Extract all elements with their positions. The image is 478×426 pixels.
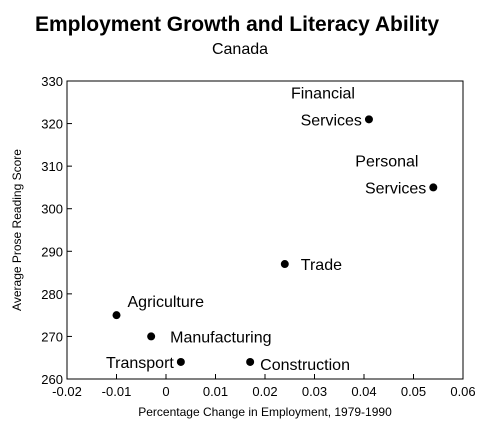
point-label-line: Agriculture [128, 294, 205, 311]
point-label-agriculture: Agriculture [128, 294, 205, 311]
data-point-manufacturing [147, 332, 156, 341]
data-point-transport [176, 357, 185, 366]
data-point-personal-services [429, 183, 438, 192]
point-label-construction: Construction [260, 357, 350, 374]
point-label-line: Personal [355, 153, 418, 170]
x-tick-label: -0.02 [52, 384, 82, 399]
point-label-line: Transport [106, 355, 174, 372]
x-tick-label: 0.02 [252, 384, 277, 399]
point-label-line: Manufacturing [170, 329, 271, 346]
chart-subtitle: Canada [212, 41, 268, 58]
x-tick-label: -0.01 [102, 384, 132, 399]
y-tick-label: 300 [41, 202, 63, 217]
y-tick-label: 280 [41, 287, 63, 302]
x-tick-label: 0.01 [203, 384, 228, 399]
point-label-line: Services [301, 112, 362, 129]
y-tick-label: 310 [41, 159, 63, 174]
data-point-construction [246, 357, 255, 366]
chart-title: Employment Growth and Literacy Ability [35, 13, 439, 36]
x-tick-label: 0.04 [351, 384, 376, 399]
y-tick-label: 330 [41, 74, 63, 89]
point-label-line: Services [365, 180, 426, 197]
data-point-financial-services [364, 115, 373, 124]
point-label-trade: Trade [301, 257, 342, 274]
y-tick-label: 260 [41, 372, 63, 387]
data-point-agriculture [112, 311, 121, 320]
x-tick-label: 0.05 [401, 384, 426, 399]
point-label-personal-services: Personal Services [355, 153, 426, 197]
data-point-trade [280, 260, 289, 269]
point-label-financial-services: Financial Services [291, 85, 362, 129]
x-axis-label: Percentage Change in Employment, 1979-19… [138, 405, 392, 419]
y-tick-label: 270 [41, 329, 63, 344]
point-label-manufacturing: Manufacturing [170, 329, 271, 346]
y-axis-label: Average Prose Reading Score [10, 149, 24, 311]
point-label-line: Financial [291, 85, 355, 102]
y-tick-label: 290 [41, 244, 63, 259]
point-label-transport: Transport [106, 355, 174, 372]
x-tick-label: 0 [162, 384, 169, 399]
y-tick-label: 320 [41, 117, 63, 132]
data-points: Financial Services Personal Services Trade Ag… [106, 85, 438, 374]
point-label-line: Construction [260, 357, 350, 374]
x-tick-label: 0.06 [450, 384, 475, 399]
point-label-line: Trade [301, 257, 342, 274]
x-tick-label: 0.03 [302, 384, 327, 399]
axis-ticks: -0.02 -0.01 0 0.01 0.02 0.03 0.04 0.05 0.06 260 27… [41, 74, 475, 399]
